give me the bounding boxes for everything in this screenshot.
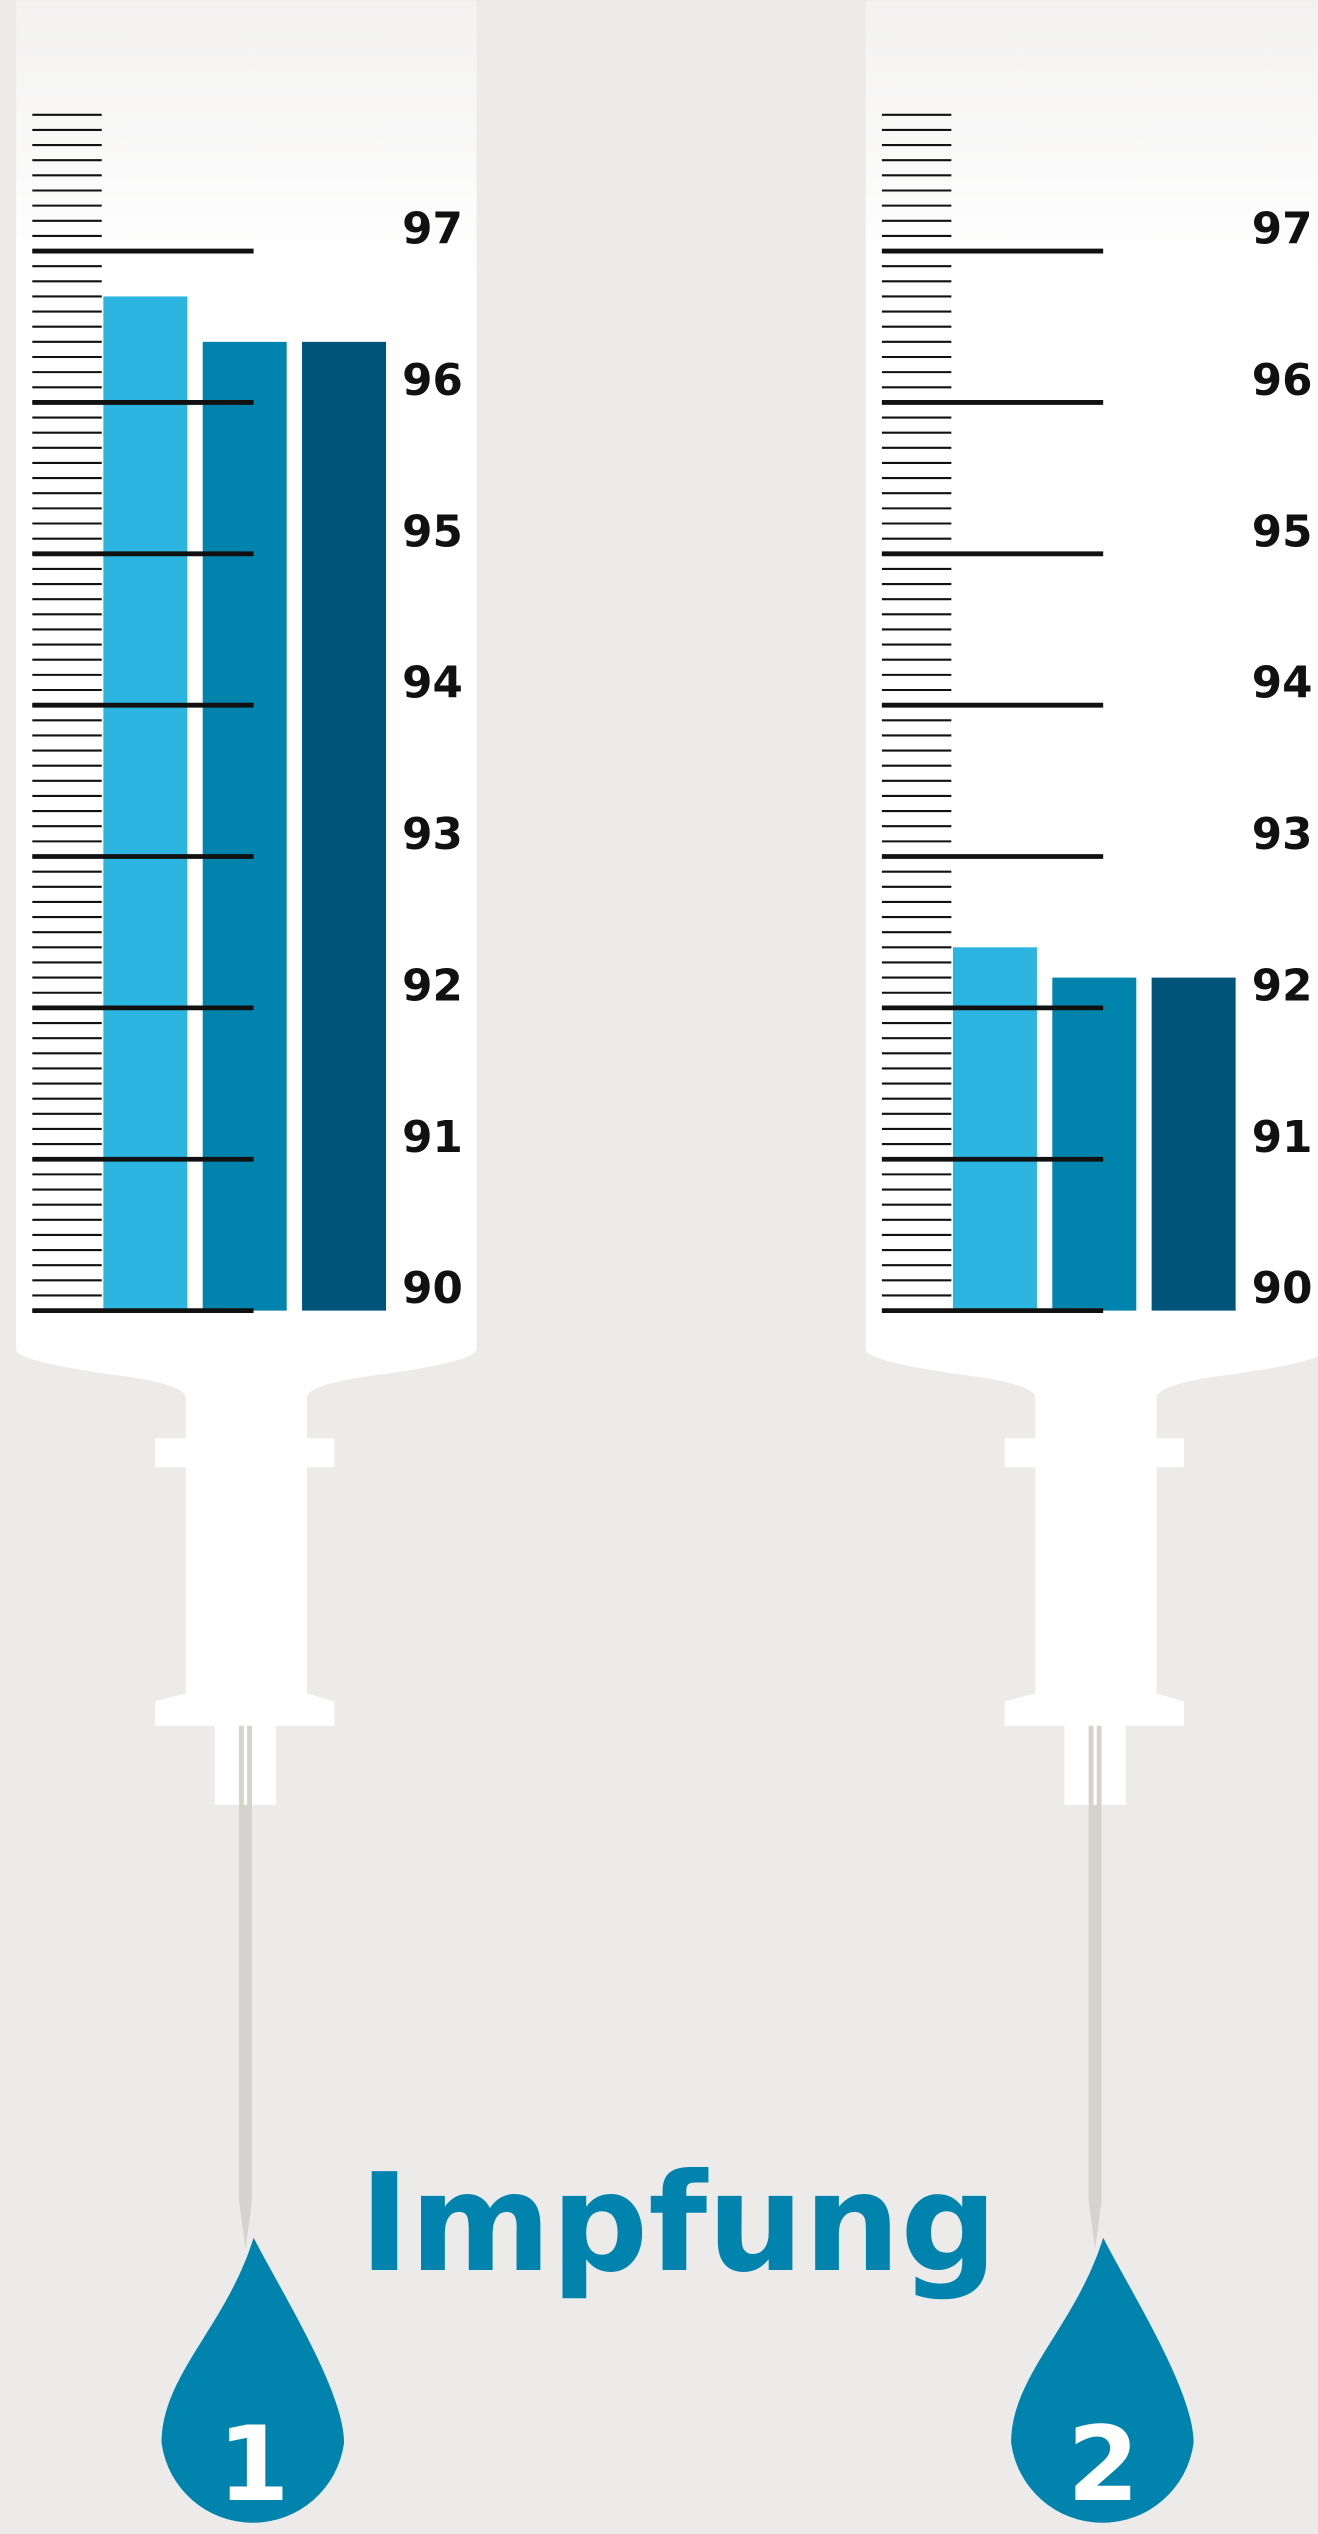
bar [1052,977,1137,1311]
y-tick-label: 91 [1252,1113,1313,1163]
bar [202,341,287,1311]
syringe-body [865,0,1318,1805]
drop-label: 2 [1067,2405,1139,2525]
y-tick-label: 90 [402,1264,463,1314]
y-tick-label: 91 [402,1113,463,1163]
drop [161,2237,345,2523]
y-tick-label: 95 [1252,507,1313,557]
syringe: 1 90 91 92 93 94 95 96 97 [16,0,477,2525]
y-tick-label: 92 [402,961,463,1011]
drop [1011,2237,1194,2523]
bar [952,947,1037,1311]
y-tick-label: 92 [1252,961,1313,1011]
syringe: 2 90 91 92 93 94 95 96 97 [865,0,1318,2525]
y-tick-label: 96 [1252,356,1313,406]
y-tick-label: 93 [402,810,463,860]
needle [239,1725,252,2250]
y-tick-label: 97 [1252,205,1313,255]
drop-label: 1 [218,2405,290,2525]
y-tick-label: 94 [402,659,463,709]
y-tick-label: 97 [402,205,463,255]
y-tick-label: 93 [1252,810,1313,860]
bar [1151,977,1236,1311]
y-tick-label: 96 [402,356,463,406]
y-tick-label: 94 [1252,659,1313,709]
caption: Impfung [359,2144,997,2302]
bar [302,341,387,1311]
bar [103,296,188,1311]
y-tick-label: 95 [402,507,463,557]
needle [1088,1725,1102,2250]
y-tick-label: 90 [1252,1264,1313,1314]
